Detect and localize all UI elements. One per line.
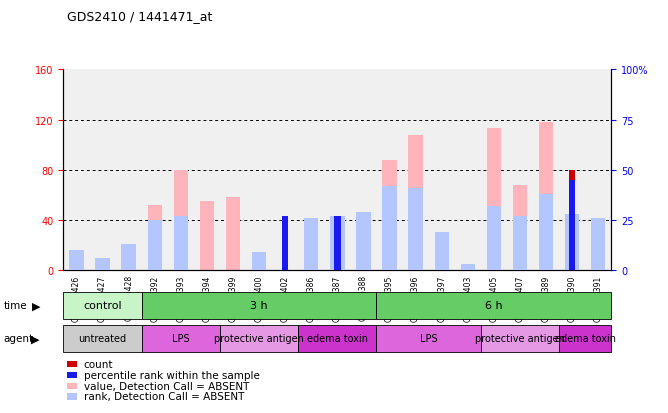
Bar: [63, 325, 142, 352]
Text: ▶: ▶: [31, 333, 39, 344]
Bar: [434, 233, 449, 271]
Bar: [481, 325, 559, 352]
Bar: [226, 198, 240, 271]
Bar: [148, 205, 162, 271]
Bar: [356, 212, 371, 271]
Bar: [461, 264, 475, 271]
Text: protective antigen: protective antigen: [475, 333, 565, 344]
Bar: [334, 218, 341, 271]
Bar: [96, 259, 110, 271]
Bar: [461, 264, 475, 271]
Bar: [382, 186, 397, 271]
Bar: [298, 325, 377, 352]
Text: protective antigen: protective antigen: [214, 333, 304, 344]
Bar: [174, 216, 188, 271]
Bar: [252, 252, 267, 271]
Bar: [69, 250, 84, 271]
Bar: [569, 170, 575, 271]
Bar: [282, 218, 289, 271]
Text: time: time: [3, 300, 27, 311]
Text: GDS2410 / 1441471_at: GDS2410 / 1441471_at: [67, 10, 212, 23]
Bar: [513, 216, 527, 271]
Bar: [565, 214, 579, 271]
Bar: [487, 206, 501, 271]
Text: LPS: LPS: [420, 333, 438, 344]
Bar: [174, 170, 188, 271]
Bar: [220, 325, 298, 352]
Bar: [356, 221, 371, 271]
Bar: [591, 237, 605, 271]
Bar: [304, 218, 319, 271]
Bar: [122, 244, 136, 271]
Bar: [282, 216, 289, 271]
Bar: [122, 248, 136, 271]
Bar: [487, 129, 501, 271]
Text: ▶: ▶: [32, 300, 41, 311]
Text: LPS: LPS: [172, 333, 190, 344]
Text: value, Detection Call = ABSENT: value, Detection Call = ABSENT: [84, 381, 249, 391]
Text: control: control: [84, 300, 122, 311]
Bar: [63, 292, 142, 319]
Text: 6 h: 6 h: [485, 300, 502, 311]
Bar: [142, 325, 220, 352]
Bar: [408, 188, 423, 271]
Bar: [96, 266, 110, 271]
Bar: [434, 249, 449, 271]
Bar: [142, 292, 377, 319]
Text: 3 h: 3 h: [250, 300, 268, 311]
Text: edema toxin: edema toxin: [554, 333, 616, 344]
Text: percentile rank within the sample: percentile rank within the sample: [84, 370, 259, 380]
Bar: [252, 253, 267, 271]
Bar: [539, 123, 553, 271]
Text: edema toxin: edema toxin: [307, 333, 368, 344]
Bar: [69, 252, 84, 271]
Bar: [569, 180, 575, 271]
Bar: [513, 185, 527, 271]
Bar: [304, 221, 319, 271]
Bar: [377, 325, 481, 352]
Bar: [377, 292, 611, 319]
Bar: [591, 218, 605, 271]
Bar: [559, 325, 611, 352]
Text: rank, Detection Call = ABSENT: rank, Detection Call = ABSENT: [84, 392, 244, 401]
Text: count: count: [84, 359, 113, 369]
Bar: [539, 195, 553, 271]
Bar: [330, 216, 345, 271]
Text: agent: agent: [3, 333, 33, 344]
Bar: [334, 216, 341, 271]
Bar: [200, 202, 214, 271]
Bar: [382, 160, 397, 271]
Text: untreated: untreated: [79, 333, 127, 344]
Bar: [408, 135, 423, 271]
Bar: [148, 221, 162, 271]
